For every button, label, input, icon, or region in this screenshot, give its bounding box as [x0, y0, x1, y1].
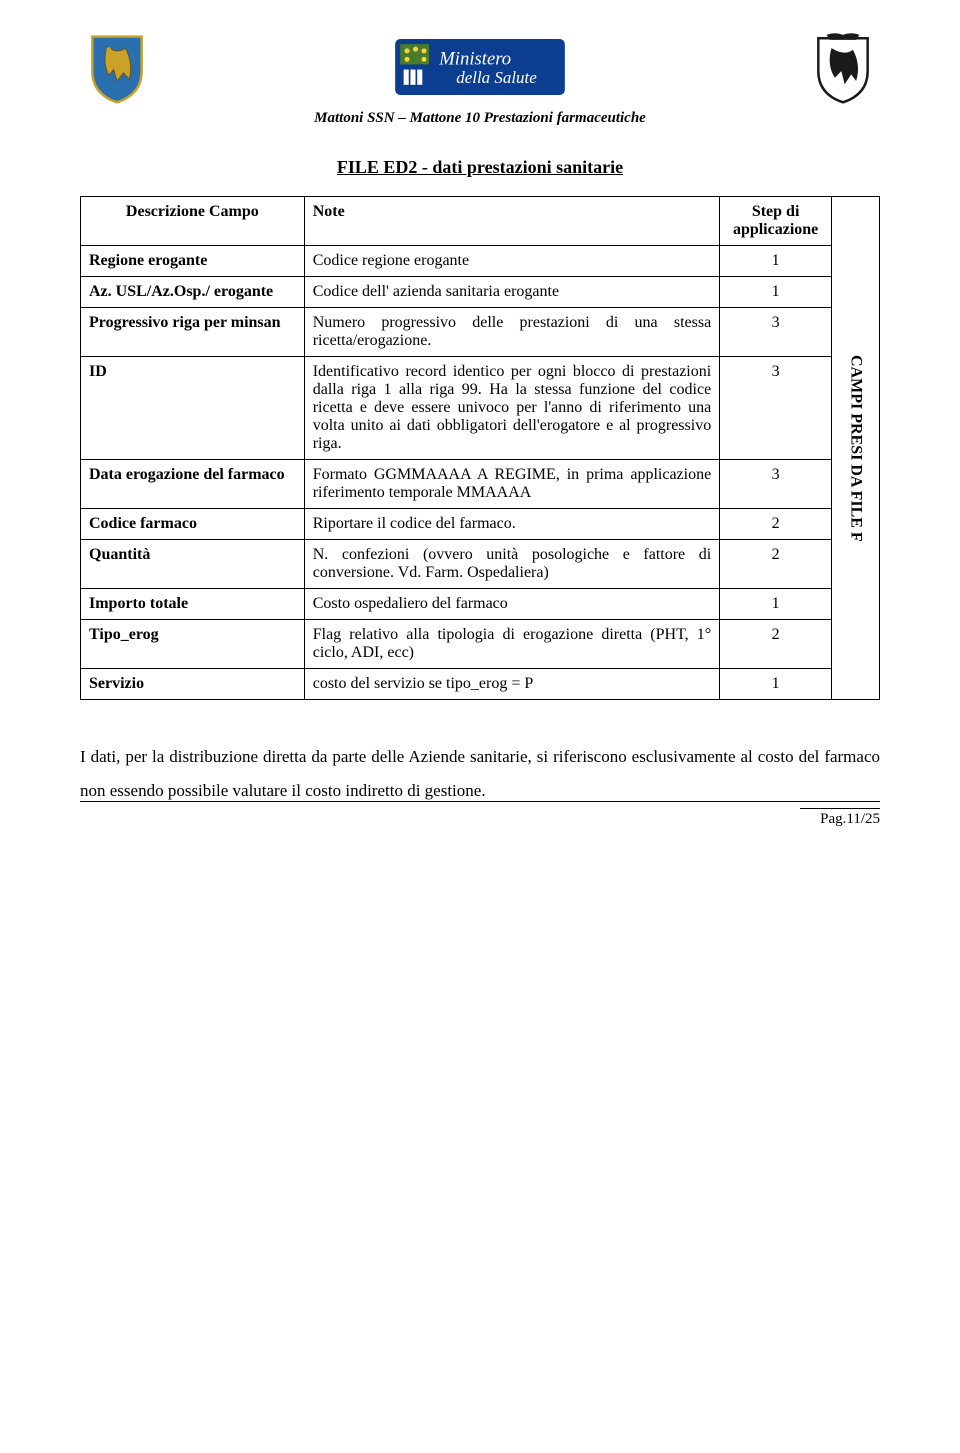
body-paragraph: I dati, per la distribuzione diretta da …: [80, 740, 880, 808]
sidebar-label: CAMPI PRESI DA FILE F: [832, 197, 880, 700]
cell-desc: Data erogazione del farmaco: [81, 460, 305, 509]
cell-note: Codice dell' azienda sanitaria erogante: [304, 277, 719, 308]
th-desc: Descrizione Campo: [81, 197, 305, 246]
cell-step: 3: [720, 308, 832, 357]
cell-desc: ID: [81, 357, 305, 460]
cell-note: Riportare il codice del farmaco.: [304, 509, 719, 540]
doc-subtitle: Mattoni SSN – Mattone 10 Prestazioni far…: [80, 110, 880, 127]
table-row: Az. USL/Az.Osp./ erogante Codice dell' a…: [81, 277, 880, 308]
th-note: Note: [304, 197, 719, 246]
table-row: Progressivo riga per minsan Numero progr…: [81, 308, 880, 357]
svg-text:della Salute: della Salute: [456, 68, 537, 87]
cell-desc: Progressivo riga per minsan: [81, 308, 305, 357]
table-row: Regione erogante Codice regione erogante…: [81, 246, 880, 277]
header-logos: Ministero della Salute: [80, 30, 880, 104]
table-row: Codice farmaco Riportare il codice del f…: [81, 509, 880, 540]
cell-step: 1: [720, 246, 832, 277]
cell-step: 2: [720, 509, 832, 540]
table-row: Quantità N. confezioni (ovvero unità pos…: [81, 540, 880, 589]
cell-step: 3: [720, 357, 832, 460]
table-row: Data erogazione del farmaco Formato GGMM…: [81, 460, 880, 509]
logo-center-ministero-icon: Ministero della Salute: [395, 39, 565, 95]
cell-desc: Servizio: [81, 669, 305, 700]
cell-step: 3: [720, 460, 832, 509]
th-step: Step di applicazione: [720, 197, 832, 246]
cell-note: Formato GGMMAAAA A REGIME, in prima appl…: [304, 460, 719, 509]
cell-note: N. confezioni (ovvero unità posologiche …: [304, 540, 719, 589]
cell-desc: Regione erogante: [81, 246, 305, 277]
cell-step: 1: [720, 277, 832, 308]
table-row: Tipo_erog Flag relativo alla tipologia d…: [81, 620, 880, 669]
cell-step: 1: [720, 589, 832, 620]
cell-note: Identificativo record identico per ogni …: [304, 357, 719, 460]
cell-step: 2: [720, 620, 832, 669]
cell-desc: Az. USL/Az.Osp./ erogante: [81, 277, 305, 308]
page-number: Pag.11/25: [800, 808, 880, 828]
logo-left-shield-icon: [80, 30, 154, 104]
footer-rule: [80, 801, 880, 802]
cell-note: Codice regione erogante: [304, 246, 719, 277]
cell-desc: Codice farmaco: [81, 509, 305, 540]
data-table-wrap: Descrizione Campo Note Step di applicazi…: [80, 196, 880, 700]
cell-note: Costo ospedaliero del farmaco: [304, 589, 719, 620]
cell-step: 2: [720, 540, 832, 589]
table-header-row: Descrizione Campo Note Step di applicazi…: [81, 197, 880, 246]
cell-note: Flag relativo alla tipologia di erogazio…: [304, 620, 719, 669]
cell-desc: Tipo_erog: [81, 620, 305, 669]
data-table: Descrizione Campo Note Step di applicazi…: [80, 196, 880, 700]
cell-note: Numero progressivo delle prestazioni di …: [304, 308, 719, 357]
table-row: Servizio costo del servizio se tipo_erog…: [81, 669, 880, 700]
svg-text:Ministero: Ministero: [438, 48, 511, 69]
logo-right-shield-icon: [806, 30, 880, 104]
table-row: Importo totale Costo ospedaliero del far…: [81, 589, 880, 620]
cell-desc: Importo totale: [81, 589, 305, 620]
cell-note: costo del servizio se tipo_erog = P: [304, 669, 719, 700]
file-title: FILE ED2 - dati prestazioni sanitarie: [80, 157, 880, 178]
table-row: ID Identificativo record identico per og…: [81, 357, 880, 460]
cell-step: 1: [720, 669, 832, 700]
cell-desc: Quantità: [81, 540, 305, 589]
